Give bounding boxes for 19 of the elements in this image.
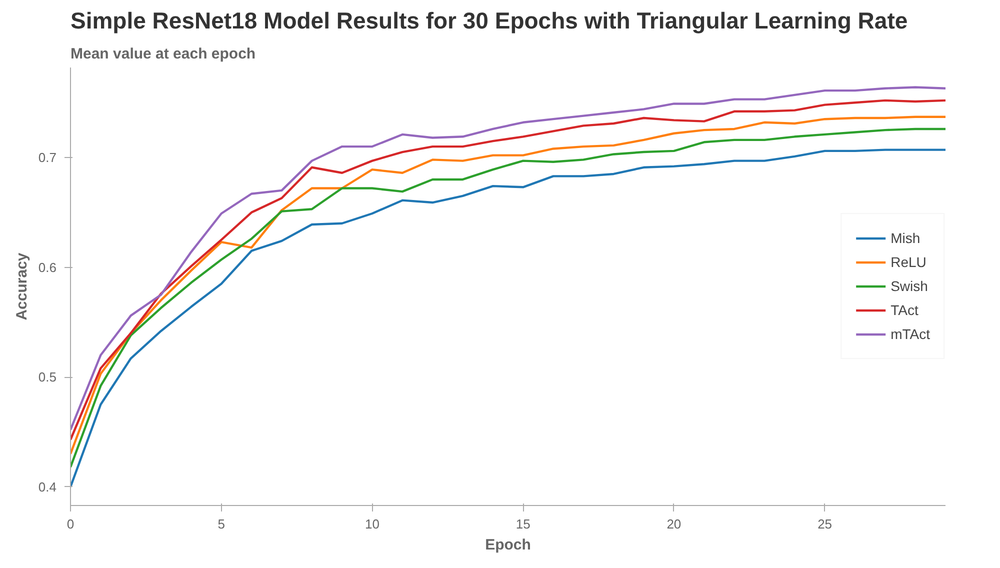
x-axis-title: Epoch	[485, 536, 531, 554]
x-tick-label: 0	[66, 516, 74, 532]
y-tick-label: 0.7	[38, 150, 57, 166]
chart-subtitle: Mean value at each epoch	[70, 46, 256, 62]
x-tick-label: 15	[516, 516, 530, 532]
x-tick-label: 10	[364, 516, 380, 532]
legend-label: Mish	[890, 229, 920, 248]
legend-label: ReLU	[890, 253, 926, 272]
x-tick-label: 25	[818, 516, 832, 532]
x-tick-label: 20	[666, 516, 682, 532]
y-axis-title: Accuracy	[13, 252, 30, 320]
legend-label: Swish	[890, 277, 928, 296]
legend-label: TAct	[890, 301, 918, 320]
y-tick-label: 0.6	[38, 260, 57, 275]
y-tick-label: 0.4	[38, 479, 57, 494]
y-tick-label: 0.5	[38, 370, 57, 385]
legend-label: mTAct	[890, 325, 930, 344]
chart-title: Simple ResNet18 Model Results for 30 Epochs with Triangular Learning Rate	[70, 8, 908, 34]
x-tick-label: 5	[218, 516, 225, 532]
